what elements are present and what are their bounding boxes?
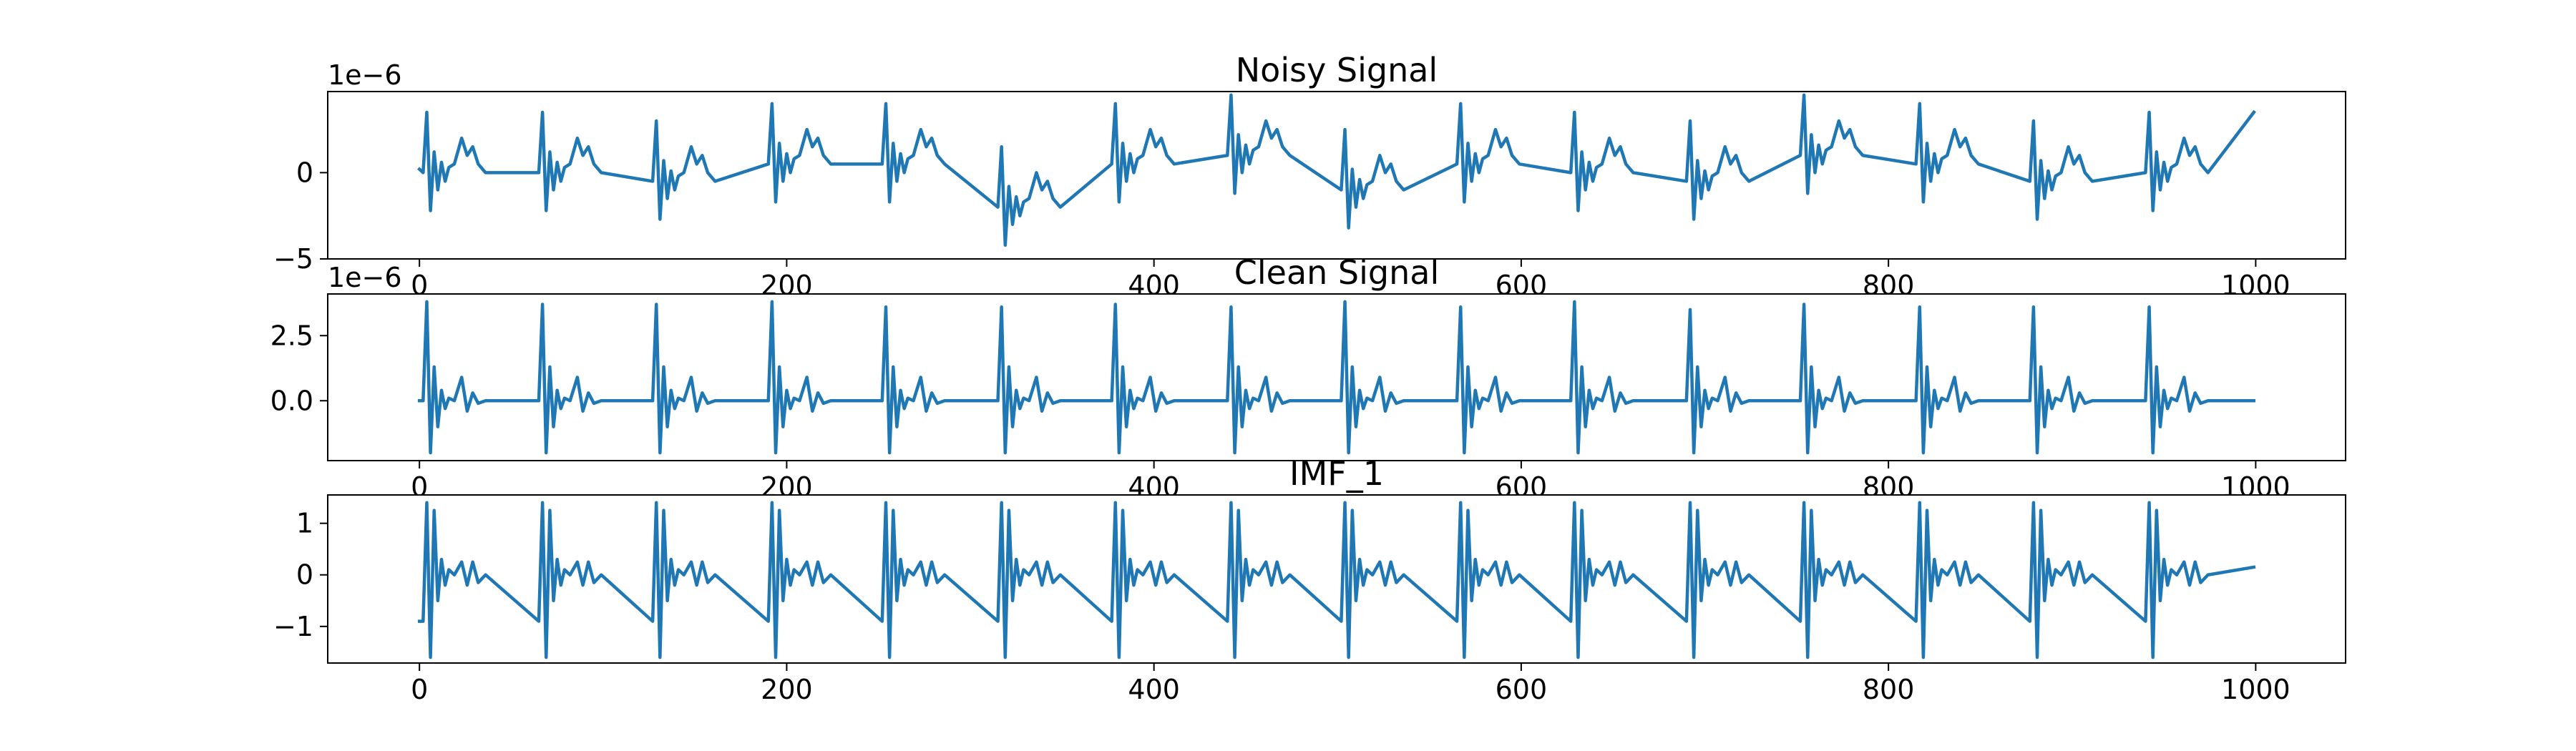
axes-frame (327, 494, 2346, 664)
x-tick-label: 0 (411, 674, 428, 705)
y-tick-label: 2.5 (270, 320, 313, 351)
y-tick-label: 0.0 (270, 385, 313, 416)
axes-frame (327, 293, 2346, 461)
subplot: 0 200 400 600 800 1000 −1 0 1 IMF_1 (273, 454, 2346, 705)
subplot-title: Clean Signal (1234, 253, 1439, 292)
plot-area (416, 93, 2256, 247)
axes-frame (327, 91, 2346, 260)
signal-line (417, 300, 2256, 455)
plot-area (417, 300, 2256, 455)
plot-area (417, 501, 2256, 659)
y-tick-label: 0 (296, 559, 313, 591)
x-tick-label: 800 (1863, 674, 1915, 705)
signal-line (416, 93, 2256, 247)
axis-offset-text: 1e−6 (328, 262, 402, 293)
y-tick-label: −5 (273, 243, 313, 275)
y-tick-label: 1 (296, 508, 313, 539)
x-tick-label: 200 (761, 674, 813, 705)
y-tick-label: −1 (273, 611, 313, 642)
x-tick-label: 1000 (2221, 674, 2290, 705)
subplot-title: IMF_1 (1289, 454, 1384, 493)
y-tick-label: 0 (296, 157, 313, 188)
signal-line (417, 501, 2256, 659)
x-tick-label: 400 (1128, 674, 1180, 705)
axis-offset-text: 1e−6 (328, 59, 402, 91)
x-tick-label: 600 (1496, 674, 1548, 705)
subplot-title: Noisy Signal (1236, 51, 1438, 89)
